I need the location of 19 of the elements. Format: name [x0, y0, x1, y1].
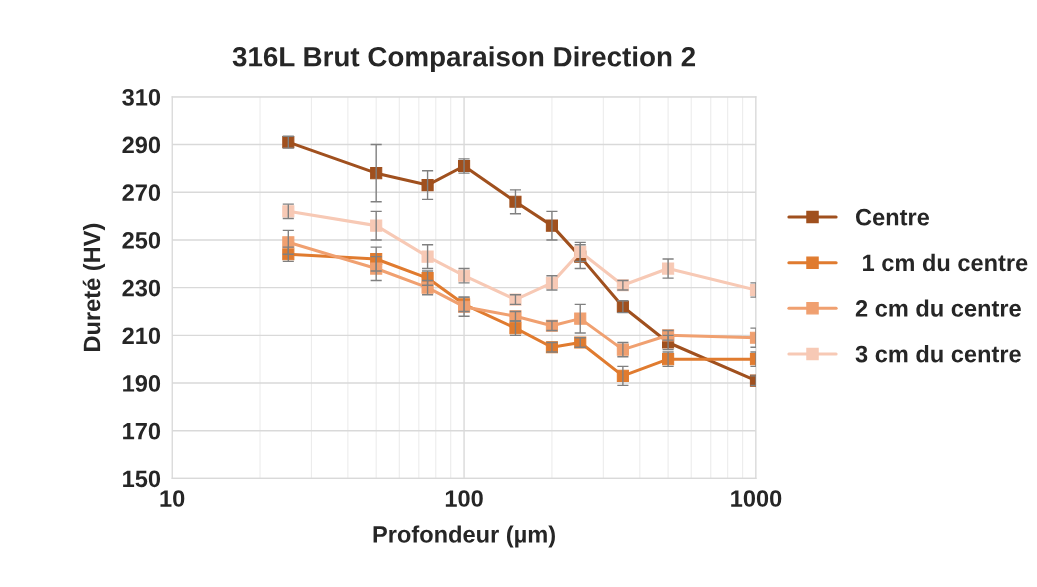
x-tick-label: 1000	[731, 490, 782, 507]
legend-label: 2 cm du centre	[855, 299, 1021, 317]
y-tick-label: 150	[123, 470, 161, 488]
y-tick-label: 170	[123, 422, 161, 440]
y-tick-label: 230	[122, 279, 161, 297]
x-axis-title: Profondeur (µm)	[373, 525, 555, 548]
y-tick-label: 210	[122, 327, 161, 345]
chart-title: 316L Brut Comparaison Direction 2	[232, 46, 696, 73]
y-tick-label: 190	[123, 375, 161, 392]
y-tick-label: 310	[122, 88, 161, 106]
legend-label: Centre	[855, 208, 929, 226]
y-tick-label: 250	[122, 232, 161, 249]
y-tick-label: 290	[122, 136, 161, 154]
legend-label: 1 cm du centre	[863, 253, 1028, 272]
y-tick-label: 270	[122, 184, 161, 202]
y-axis-title: Dureté (HV)	[82, 223, 105, 351]
legend-label: 3 cm du centre	[855, 345, 1021, 363]
x-tick-label: 100	[445, 490, 483, 507]
x-tick-label: 10	[160, 490, 185, 507]
